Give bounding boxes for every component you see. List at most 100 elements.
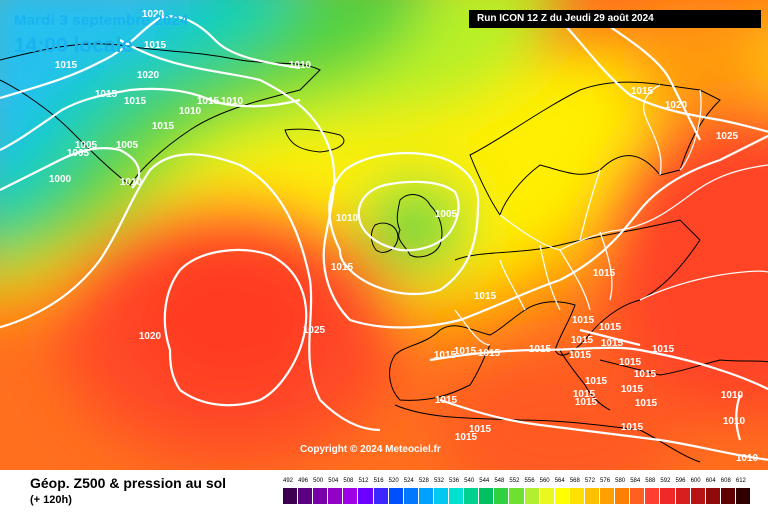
country-borders [454, 84, 768, 346]
isobar-label: 1015 [593, 268, 616, 279]
legend-tick-580: 580 [615, 478, 626, 484]
legend-swatch-552 [509, 488, 524, 504]
isobar-label: 1015 [573, 389, 596, 400]
color-legend: 492 496 500 504 508 512 516 520 524 528 532 536 540 5… [282, 478, 750, 508]
isobar-label: 1020 [142, 9, 165, 20]
legend-tick-592: 592 [660, 478, 671, 484]
legend-swatch-568 [569, 488, 584, 504]
legend-swatch-496 [298, 488, 313, 504]
isobar-label: 1015 [469, 424, 492, 435]
legend-swatch-528 [418, 488, 433, 504]
legend-tick-540: 540 [464, 478, 475, 484]
isobar-label: 1015 [95, 89, 118, 100]
isobar-label: 1015 [331, 262, 354, 273]
legend-tick-596: 596 [675, 478, 686, 484]
legend-tick-520: 520 [388, 478, 399, 484]
isobar-label: 1015 [55, 60, 78, 71]
isobar-label: 1015 [572, 315, 595, 326]
isobar-label: 1015 [152, 121, 175, 132]
legend-swatch-576 [600, 488, 615, 504]
legend-tick-532: 532 [433, 478, 444, 484]
isobar-label: 1005 [67, 148, 90, 159]
legend-tick-544: 544 [479, 478, 490, 484]
isobar-label: 1015 [474, 291, 497, 302]
isobar-label: 1015 [197, 96, 220, 107]
isobar-label: 1020 [665, 100, 688, 111]
isobar-label: 1015 [435, 395, 458, 406]
legend-tick-524: 524 [403, 478, 414, 484]
isobar-label: 1015 [434, 350, 457, 361]
legend-tick-564: 564 [554, 478, 565, 484]
forecast-date: Mardi 3 septembre 2024 [14, 12, 189, 29]
chart-title: Géop. Z500 & pression au sol [30, 475, 227, 491]
isobar-label: 1015 [621, 384, 644, 395]
legend-swatch-504 [328, 488, 343, 504]
isobar-lines [0, 15, 768, 461]
isobar-label: 1015 [569, 350, 592, 361]
isobar-label: 1015 [652, 344, 675, 355]
legend-tick-500: 500 [313, 478, 324, 484]
legend-swatch-608 [720, 488, 735, 504]
legend-swatch-540 [464, 488, 479, 504]
legend-swatch-580 [615, 488, 630, 504]
isobar-label: 1015 [635, 398, 658, 409]
legend-swatch-532 [433, 488, 449, 504]
isobar-label: 1015 [575, 397, 598, 408]
isobar-label: 1015 [619, 357, 642, 368]
legend-tick-528: 528 [418, 478, 429, 484]
legend-swatch-556 [524, 488, 539, 504]
legend-swatch-500 [313, 488, 328, 504]
isobar-label: 1010 [723, 416, 746, 427]
isobar-label: 1010 [289, 60, 312, 71]
legend-swatch-600 [690, 488, 705, 504]
legend-swatch-512 [358, 488, 373, 504]
isobar-label: 1010 [721, 390, 744, 401]
legend-swatch-564 [554, 488, 569, 504]
legend-swatch-520 [388, 488, 403, 504]
legend-tick-516: 516 [373, 478, 384, 484]
legend-swatch-560 [539, 488, 554, 504]
geopotential-field [0, 0, 768, 470]
lead-time: (+ 120h) [30, 494, 72, 506]
legend-tick-552: 552 [509, 478, 520, 484]
isobar-label: 1015 [529, 344, 552, 355]
legend-tick-608: 608 [720, 478, 731, 484]
legend-tick-600: 600 [690, 478, 701, 484]
legend-swatch-588 [645, 488, 660, 504]
isobar-label: 1015 [601, 338, 624, 349]
isobar-label: 1015 [454, 346, 477, 357]
isobar-label: 1015 [634, 369, 657, 380]
isobar-label: 1020 [139, 331, 162, 342]
legend-tick-508: 508 [343, 478, 354, 484]
legend-tick-572: 572 [584, 478, 595, 484]
legend-tick-588: 588 [645, 478, 656, 484]
legend-tick-512: 512 [358, 478, 369, 484]
legend-swatch-524 [403, 488, 418, 504]
isobar-label: 1015 [478, 348, 501, 359]
legend-swatch-508 [343, 488, 358, 504]
legend-swatch-516 [373, 488, 388, 504]
isobar-label: 1015 [585, 376, 608, 387]
isobar-label: 1025 [303, 325, 326, 336]
isobar-label: 1000 [49, 174, 72, 185]
legend-tick-612: 612 [735, 478, 746, 484]
legend-tick-548: 548 [494, 478, 505, 484]
legend-tick-556: 556 [524, 478, 535, 484]
legend-tick-576: 576 [600, 478, 611, 484]
legend-swatch-548 [494, 488, 509, 504]
isobar-label: 1015 [455, 432, 478, 443]
legend-swatch-584 [630, 488, 645, 504]
legend-swatch-536 [449, 488, 464, 504]
legend-tick-492: 492 [282, 478, 293, 484]
legend-tick-560: 560 [539, 478, 550, 484]
isobar-label: 1015 [124, 96, 147, 107]
legend-tick-504: 504 [328, 478, 339, 484]
forecast-local-time: 14:00 locale [14, 34, 134, 57]
isobar-label: 1010 [221, 96, 244, 107]
legend-swatch-544 [479, 488, 494, 504]
isobar-label: 1015 [144, 40, 167, 51]
isobar-label: 1010 [336, 213, 359, 224]
legend-swatch-492 [283, 488, 298, 504]
